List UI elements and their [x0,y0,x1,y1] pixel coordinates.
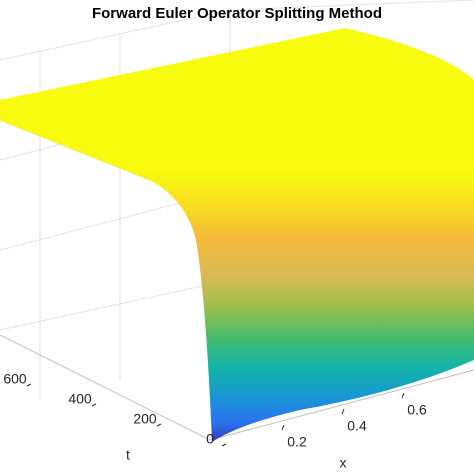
y-tick [91,403,97,407]
y-tick-label: 0 [206,431,214,447]
chart-title: Forward Euler Operator Splitting Method [92,5,382,22]
x-tick-label: 0.4 [347,418,367,434]
surface-edge [0,119,151,181]
x-tick [401,392,405,399]
y-tick [26,383,32,387]
x-tick-label: 0.6 [407,402,427,418]
y-tick [156,423,162,427]
x-tick-label: 0.2 [287,434,307,450]
x-tick [341,408,345,415]
y-tick [221,443,227,447]
y-tick-label: 200 [133,411,157,427]
x-tick [281,424,285,431]
y-tick-label: 600 [3,371,27,387]
x-axis-label: x [340,455,347,471]
surface [0,28,474,442]
y-tick-label: 400 [68,391,92,407]
y-axis-label: t [126,447,130,463]
